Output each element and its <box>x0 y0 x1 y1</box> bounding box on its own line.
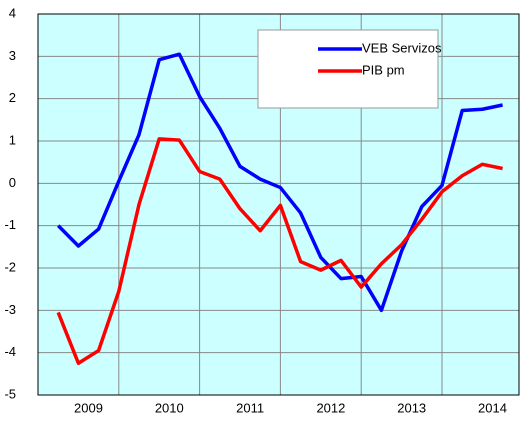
y-tick-label: 0 <box>9 175 16 190</box>
x-tick-label: 2013 <box>397 400 426 415</box>
y-tick-label: 4 <box>9 5 16 20</box>
series-line <box>56 52 503 313</box>
x-tick-label: 2012 <box>316 400 345 415</box>
series-line <box>56 137 503 365</box>
y-tick-label: -4 <box>4 344 16 359</box>
legend-label: VEB Servizos <box>362 40 442 55</box>
x-tick-label: 2009 <box>74 400 103 415</box>
y-tick-label: -1 <box>4 217 16 232</box>
y-tick-label: -2 <box>4 259 16 274</box>
legend-label: PIB pm <box>362 62 405 77</box>
plot-frame <box>37 13 520 396</box>
x-tick-label: 2014 <box>478 400 507 415</box>
y-tick-label: 3 <box>9 48 16 63</box>
y-tick-label: 1 <box>9 132 16 147</box>
y-tick-label: -3 <box>4 302 16 317</box>
x-tick-label: 2011 <box>236 400 264 415</box>
y-tick-label: 2 <box>9 90 16 105</box>
legend <box>257 29 439 109</box>
x-tick-label: 2010 <box>155 400 184 415</box>
y-tick-label: -5 <box>4 386 16 401</box>
